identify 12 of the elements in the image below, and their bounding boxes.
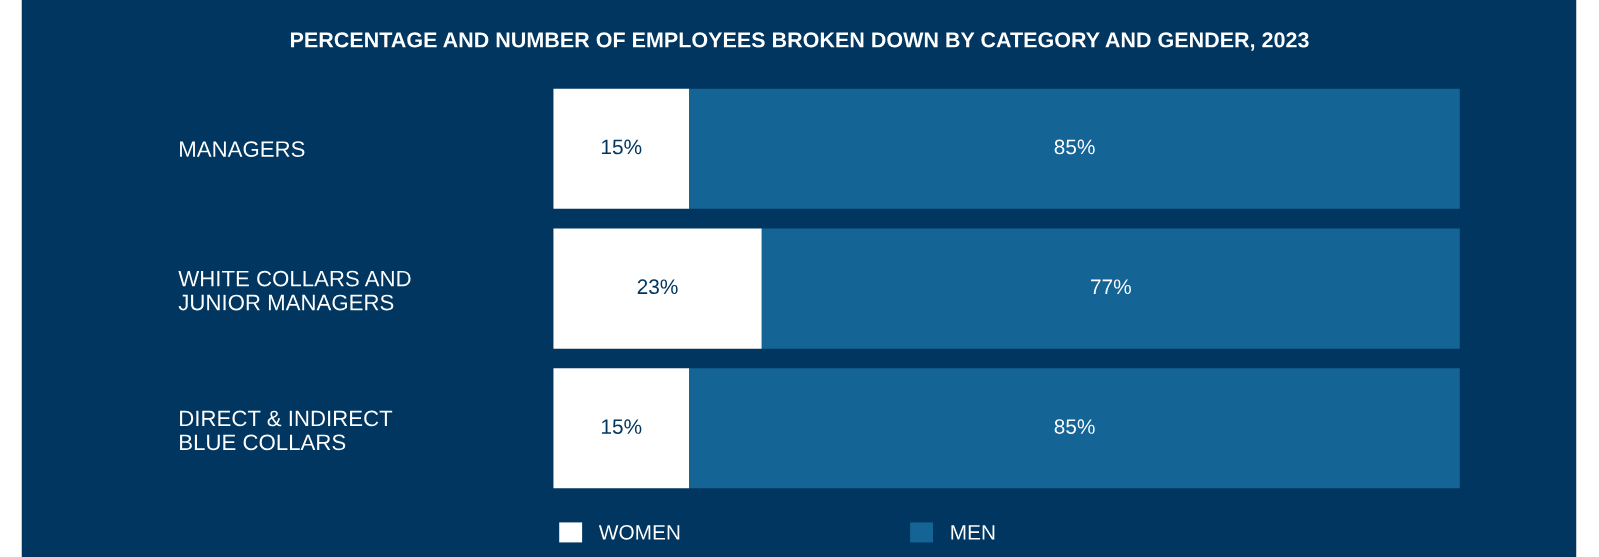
data-label: 85% — [1054, 419, 1095, 434]
data-label: 85% — [1054, 139, 1095, 155]
y-tick-label: MANAGERS — [180, 141, 305, 157]
data-label: 23% — [637, 279, 678, 295]
data-label: 15% — [601, 419, 642, 434]
legend-label: WOMEN — [598, 524, 680, 540]
data-label: 15% — [601, 139, 642, 155]
chart-title: PERCENTAGE AND NUMBER OF EMPLOYEES BROKEN DOWN BY CATEGORY AND GENDER, 2023 — [290, 32, 1309, 51]
y-tick-label: DIRECT & INDIRECT BLUE COLLARS — [180, 410, 393, 451]
data-label: 77% — [1091, 279, 1131, 295]
y-tick-label: WHITE COLLARS AND JUNIOR MANAGERS — [178, 270, 411, 311]
legend-label: MEN — [951, 525, 995, 540]
